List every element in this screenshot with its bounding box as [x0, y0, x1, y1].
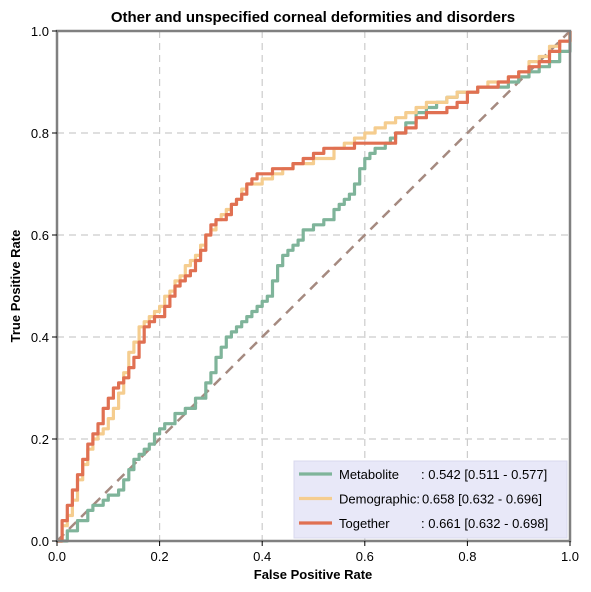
legend: Metabolite : 0.542 [0.511 - 0.577]Demogra… [293, 460, 568, 539]
y-tick-label: 0.8 [31, 126, 49, 141]
legend-entry-value: : 0.542 [0.511 - 0.577] [421, 467, 547, 482]
legend-entry-name: Together [339, 516, 390, 531]
plot-frame [55, 29, 572, 543]
legend-entry-value: : 0.661 [0.632 - 0.698] [421, 516, 548, 531]
x-tick-label: 0.0 [48, 549, 66, 564]
series-line-together [57, 31, 572, 543]
legend-box [293, 460, 568, 539]
x-tick-label: 1.0 [561, 549, 579, 564]
legend-entry-name: Demographic: [339, 492, 420, 507]
diagonal-reference [56, 30, 571, 542]
legend-entry-value: 0.658 [0.632 - 0.696] [422, 492, 542, 507]
series-lines [57, 31, 572, 543]
y-axis-ticks: 0.0 0.2 0.4 0.6 0.8 1.0 [31, 24, 57, 549]
y-tick-label: 1.0 [31, 24, 49, 39]
y-tick-label: 0.6 [31, 228, 49, 243]
x-tick-label: 0.8 [458, 549, 476, 564]
chart-title: Other and unspecified corneal deformitie… [111, 9, 515, 26]
y-axis-label: True Positive Rate [8, 230, 23, 343]
y-tick-label: 0.0 [31, 534, 49, 549]
x-axis-label: False Positive Rate [254, 567, 373, 582]
x-tick-label: 0.4 [253, 549, 271, 564]
x-axis-ticks: 0.0 0.2 0.4 0.6 0.8 1.0 [48, 541, 579, 564]
legend-entry-name: Metabolite [339, 467, 399, 482]
series-line-demographic [57, 31, 572, 543]
x-tick-label: 0.6 [356, 549, 374, 564]
chance-diagonal-line [56, 30, 571, 542]
y-tick-label: 0.2 [31, 432, 49, 447]
y-tick-label: 0.4 [31, 330, 49, 345]
x-tick-label: 0.2 [151, 549, 169, 564]
grid [57, 31, 570, 541]
